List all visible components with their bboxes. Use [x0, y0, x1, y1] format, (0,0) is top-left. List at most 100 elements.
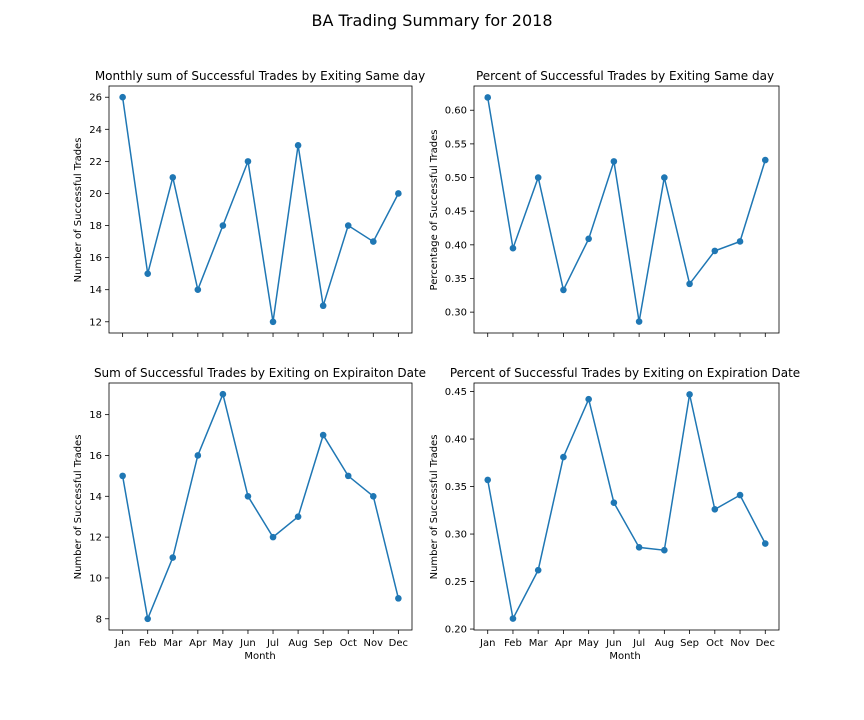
y-tick-label: 0.50: [445, 173, 467, 184]
y-tick-label: 14: [89, 285, 102, 296]
data-point: [319, 302, 327, 310]
x-axis-label: Month: [244, 651, 275, 662]
y-tick-label: 8: [96, 614, 102, 625]
data-point: [635, 318, 643, 325]
panel-title: Sum of Successful Trades by Exiting on E…: [94, 366, 426, 380]
data-point: [560, 453, 567, 461]
data-point: [169, 554, 177, 561]
data-point: [711, 247, 719, 255]
x-tick-label: Nov: [730, 638, 750, 649]
y-tick-label: 22: [89, 157, 102, 168]
x-tick-label: Mar: [163, 638, 183, 649]
x-tick-label: Jun: [239, 638, 256, 649]
series-line: [486, 97, 767, 322]
x-tick-label: Dec: [389, 638, 408, 649]
data-point: [484, 476, 492, 484]
data-point: [585, 235, 592, 243]
x-tick-label: Jul: [632, 638, 645, 649]
y-tick-label: 10: [89, 573, 102, 584]
data-point: [219, 222, 227, 229]
x-tick-label: May: [213, 638, 234, 649]
panel-monthly-sum-same-day: Monthly sum of Successful Trades by Exit…: [73, 69, 425, 337]
series-line: [121, 391, 400, 622]
data-point: [585, 395, 592, 403]
data-point: [344, 222, 352, 229]
plot-frame: [473, 382, 780, 631]
data-point: [144, 270, 152, 277]
panel-sum-expiration-date: Sum of Successful Trades by Exiting on E…: [73, 366, 426, 662]
plot-frame: [108, 85, 413, 334]
data-point: [661, 174, 668, 181]
y-axis-label: Number of Successful Trades: [73, 435, 84, 580]
data-point: [319, 431, 327, 439]
data-point: [534, 566, 542, 574]
y-axis-label: Number of Successful Trades: [429, 435, 440, 580]
x-tick-label: Apr: [189, 638, 207, 649]
x-tick-label: Sep: [680, 638, 699, 649]
data-point: [395, 595, 402, 602]
y-tick-label: 0.40: [445, 240, 467, 251]
y-tick-label: 20: [89, 189, 102, 200]
x-tick-label: Aug: [288, 638, 308, 649]
data-point: [736, 238, 744, 245]
x-tick-label: Oct: [340, 638, 357, 649]
y-axis-label: Number of Successful Trades: [73, 138, 84, 283]
data-point: [294, 513, 302, 521]
data-point: [244, 492, 252, 500]
y-tick-label: 12: [89, 533, 102, 544]
y-tick-label: 0.40: [445, 435, 467, 446]
x-tick-label: Apr: [555, 638, 573, 649]
data-point: [711, 506, 719, 513]
y-tick-label: 0.30: [445, 308, 467, 319]
x-tick-label: Mar: [529, 638, 549, 649]
y-tick-label: 14: [89, 492, 102, 503]
y-tick-label: 16: [89, 451, 102, 462]
data-point: [119, 93, 126, 101]
y-tick-label: 0.25: [445, 577, 467, 588]
data-point: [560, 286, 567, 294]
y-tick-label: 0.35: [445, 274, 467, 285]
data-point: [509, 244, 517, 252]
data-point: [344, 472, 352, 480]
y-tick-label: 0.55: [445, 139, 467, 150]
y-tick-label: 26: [89, 93, 102, 104]
y-tick-label: 18: [89, 410, 102, 421]
x-tick-label: Jan: [114, 638, 130, 649]
x-axis-label: Month: [609, 651, 640, 662]
series-line: [121, 97, 400, 322]
data-point: [509, 615, 517, 622]
data-point: [269, 318, 277, 326]
data-point: [661, 546, 668, 554]
data-point: [686, 280, 693, 288]
panel-title: Monthly sum of Successful Trades by Exit…: [95, 69, 425, 83]
data-point: [686, 391, 693, 398]
data-point: [194, 452, 202, 459]
y-tick-label: 0.45: [445, 207, 467, 218]
y-tick-label: 0.30: [445, 530, 467, 541]
panel-percent-same-day: Percent of Successful Trades by Exiting …: [429, 69, 780, 337]
data-point: [369, 238, 377, 245]
x-tick-label: Aug: [655, 638, 675, 649]
x-tick-label: Oct: [706, 638, 723, 649]
y-tick-label: 18: [89, 221, 102, 232]
x-tick-label: Feb: [139, 638, 157, 649]
data-point: [219, 390, 227, 398]
x-tick-label: Dec: [756, 638, 775, 649]
data-point: [244, 158, 252, 165]
x-tick-label: Sep: [314, 638, 333, 649]
data-point: [736, 491, 744, 499]
x-tick-label: Feb: [504, 638, 522, 649]
figure-title: BA Trading Summary for 2018: [311, 11, 552, 30]
y-tick-label: 24: [89, 125, 102, 136]
data-point: [144, 615, 152, 623]
plot-frame: [473, 85, 780, 334]
x-tick-label: Jun: [605, 638, 622, 649]
data-point: [194, 286, 202, 293]
data-point: [395, 190, 402, 197]
y-axis-label: Percentage of Successful Trades: [429, 130, 440, 291]
plot-frame: [108, 382, 413, 631]
x-tick-label: Nov: [364, 638, 384, 649]
data-point: [269, 533, 277, 541]
data-point: [294, 142, 302, 149]
